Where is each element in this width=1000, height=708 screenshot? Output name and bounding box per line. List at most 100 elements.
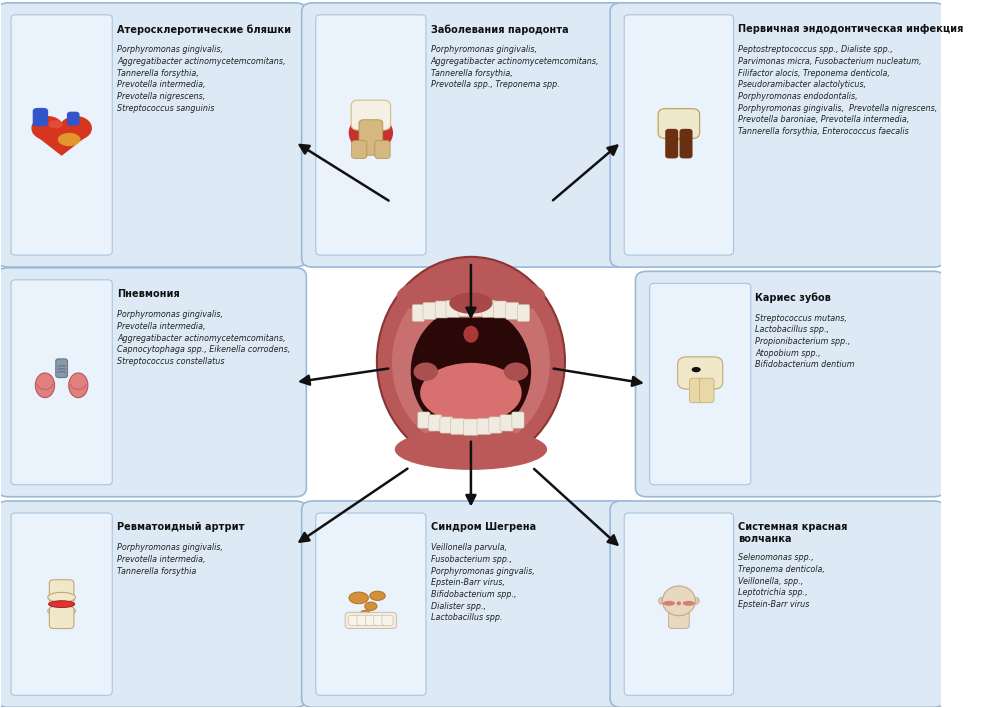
Ellipse shape [69, 373, 88, 398]
FancyBboxPatch shape [610, 501, 945, 707]
Ellipse shape [370, 591, 385, 600]
FancyBboxPatch shape [699, 378, 714, 403]
Ellipse shape [681, 375, 719, 388]
Text: Selenomonas spp.,
Treponema denticola,
Veillonella, spp.,
Leptotrichia spp.,
Eps: Selenomonas spp., Treponema denticola, V… [738, 553, 825, 609]
FancyBboxPatch shape [49, 580, 74, 604]
Ellipse shape [349, 592, 368, 604]
FancyBboxPatch shape [56, 359, 67, 377]
Ellipse shape [49, 600, 75, 607]
FancyBboxPatch shape [517, 304, 530, 321]
Ellipse shape [677, 601, 681, 605]
FancyBboxPatch shape [451, 418, 465, 435]
Text: Заболевания пародонта: Заболевания пародонта [431, 24, 568, 35]
Ellipse shape [392, 275, 550, 450]
FancyBboxPatch shape [351, 100, 391, 130]
Ellipse shape [395, 429, 547, 470]
FancyBboxPatch shape [482, 300, 496, 317]
FancyBboxPatch shape [458, 299, 472, 316]
Text: Porphyromonas gingivalis,
Aggregatibacter actinomycetemcomitans,
Tannerella fors: Porphyromonas gingivalis, Aggregatibacte… [117, 45, 285, 113]
Text: Veillonella parvula,
Fusobacterium spp.,
Porphyromonas gingvalis,
Epstein-Barr v: Veillonella parvula, Fusobacterium spp.,… [431, 543, 534, 622]
FancyBboxPatch shape [665, 129, 678, 159]
FancyBboxPatch shape [11, 15, 112, 255]
Text: Атеросклеротические бляшки: Атеросклеротические бляшки [117, 24, 291, 35]
FancyBboxPatch shape [302, 3, 639, 267]
FancyBboxPatch shape [0, 501, 306, 707]
FancyBboxPatch shape [423, 302, 436, 319]
FancyBboxPatch shape [470, 299, 484, 316]
FancyBboxPatch shape [365, 615, 376, 625]
FancyBboxPatch shape [435, 301, 448, 318]
FancyBboxPatch shape [418, 412, 430, 428]
FancyBboxPatch shape [477, 418, 491, 435]
FancyBboxPatch shape [374, 615, 385, 625]
Polygon shape [32, 133, 91, 156]
Ellipse shape [58, 133, 81, 146]
FancyBboxPatch shape [463, 419, 478, 435]
FancyBboxPatch shape [0, 268, 306, 497]
Ellipse shape [411, 307, 531, 437]
Ellipse shape [661, 122, 696, 140]
FancyBboxPatch shape [412, 304, 424, 321]
FancyBboxPatch shape [349, 615, 360, 625]
FancyBboxPatch shape [49, 606, 74, 629]
FancyBboxPatch shape [689, 378, 704, 403]
Text: Streptococcus mutans,
Lactobacillus spp.,
Propionibacterium spp.,
Atopobium spp.: Streptococcus mutans, Lactobacillus spp.… [755, 314, 855, 370]
FancyBboxPatch shape [500, 415, 513, 431]
FancyBboxPatch shape [440, 417, 453, 433]
Ellipse shape [659, 120, 699, 141]
Ellipse shape [48, 606, 76, 616]
FancyBboxPatch shape [302, 501, 639, 707]
FancyBboxPatch shape [11, 513, 112, 695]
Circle shape [60, 116, 92, 140]
FancyBboxPatch shape [316, 513, 426, 695]
Ellipse shape [365, 602, 377, 610]
Ellipse shape [35, 373, 55, 398]
FancyBboxPatch shape [375, 140, 390, 159]
Ellipse shape [663, 601, 675, 606]
Ellipse shape [662, 586, 695, 616]
Ellipse shape [349, 114, 393, 152]
FancyBboxPatch shape [446, 300, 460, 317]
Ellipse shape [377, 257, 565, 465]
Circle shape [414, 362, 438, 381]
FancyBboxPatch shape [489, 417, 502, 433]
Ellipse shape [463, 326, 478, 343]
Ellipse shape [666, 124, 692, 138]
FancyBboxPatch shape [0, 3, 306, 267]
Ellipse shape [694, 598, 699, 604]
FancyBboxPatch shape [316, 15, 426, 255]
Ellipse shape [692, 367, 701, 372]
Text: Первичная эндодонтическая инфекция: Первичная эндодонтическая инфекция [738, 24, 964, 34]
Ellipse shape [449, 292, 493, 314]
Ellipse shape [49, 120, 63, 129]
Text: Porphyromonas gingivalis,
Prevotella intermedia,
Aggregatibacter actinomycetemco: Porphyromonas gingivalis, Prevotella int… [117, 310, 290, 366]
FancyBboxPatch shape [610, 3, 945, 267]
Text: Кариес зубов: Кариес зубов [755, 292, 831, 303]
FancyBboxPatch shape [512, 412, 524, 428]
Text: Синдром Шегрена: Синдром Шегрена [431, 523, 536, 532]
FancyBboxPatch shape [624, 513, 734, 695]
Ellipse shape [397, 274, 545, 318]
FancyBboxPatch shape [669, 611, 689, 629]
Ellipse shape [48, 593, 76, 603]
FancyBboxPatch shape [382, 615, 393, 625]
Ellipse shape [420, 362, 522, 423]
FancyBboxPatch shape [680, 129, 693, 159]
FancyBboxPatch shape [67, 112, 80, 125]
FancyBboxPatch shape [429, 415, 442, 431]
Circle shape [504, 362, 528, 381]
FancyBboxPatch shape [345, 612, 397, 629]
FancyBboxPatch shape [678, 357, 723, 389]
Ellipse shape [360, 610, 370, 616]
Ellipse shape [663, 122, 694, 139]
Text: Пневмония: Пневмония [117, 289, 180, 299]
FancyBboxPatch shape [635, 271, 945, 497]
Text: Системная красная
волчанка: Системная красная волчанка [738, 523, 848, 544]
FancyBboxPatch shape [658, 108, 700, 139]
FancyBboxPatch shape [11, 280, 112, 485]
FancyBboxPatch shape [624, 15, 734, 255]
FancyBboxPatch shape [359, 120, 383, 155]
Text: Peptostreptococcus spp., Dialiste spp.,
Parvimonas micra, Fusobacterium nucleatu: Peptostreptococcus spp., Dialiste spp., … [738, 45, 937, 136]
FancyBboxPatch shape [33, 108, 48, 126]
FancyBboxPatch shape [493, 301, 507, 318]
